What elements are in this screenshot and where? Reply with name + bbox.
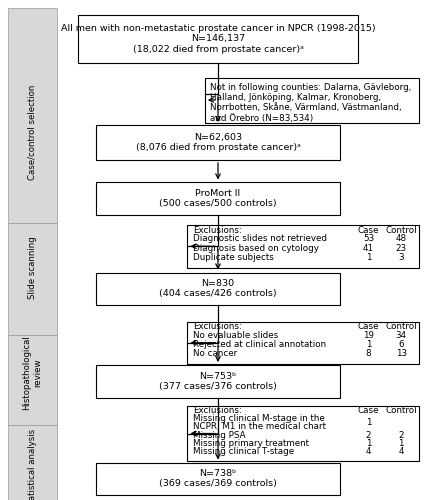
Text: Case: Case <box>358 226 379 234</box>
Text: Exclusions:: Exclusions: <box>193 226 242 234</box>
Text: Control: Control <box>385 322 417 331</box>
Text: Case: Case <box>358 322 379 331</box>
Text: 1: 1 <box>366 418 371 427</box>
Bar <box>205 78 419 122</box>
Text: ProMort II
(500 cases/500 controls): ProMort II (500 cases/500 controls) <box>159 189 277 208</box>
Text: Control: Control <box>385 406 417 415</box>
Bar <box>187 225 419 268</box>
Text: Missing PSA: Missing PSA <box>193 430 245 440</box>
Text: N=753ᵇ
(377 cases/376 controls): N=753ᵇ (377 cases/376 controls) <box>159 372 277 391</box>
Text: Histopathological
review: Histopathological review <box>23 335 42 410</box>
Bar <box>96 462 340 495</box>
Text: 2: 2 <box>366 430 371 440</box>
Text: 41: 41 <box>363 244 374 252</box>
Bar <box>78 15 358 62</box>
Text: 1: 1 <box>366 253 371 262</box>
Bar <box>96 182 340 215</box>
Text: 1: 1 <box>366 340 371 349</box>
Bar <box>96 125 340 160</box>
Bar <box>8 335 57 425</box>
Text: Rejected at clinical annotation: Rejected at clinical annotation <box>193 340 326 349</box>
Text: Duplicate subjects: Duplicate subjects <box>193 253 273 262</box>
Text: 34: 34 <box>395 331 407 340</box>
Bar <box>96 365 340 398</box>
Text: Exclusions:: Exclusions: <box>193 406 242 415</box>
Text: 19: 19 <box>363 331 374 340</box>
Text: Diagnosis based on cytology: Diagnosis based on cytology <box>193 244 319 252</box>
Text: 3: 3 <box>399 253 404 262</box>
Text: Not in following counties: Dalarna, Gävleborg,
Halland, Jönköping, Kalmar, Krono: Not in following counties: Dalarna, Gävl… <box>210 82 412 122</box>
Text: 1: 1 <box>399 439 404 448</box>
Text: 13: 13 <box>395 350 407 358</box>
Text: All men with non-metastatic prostate cancer in NPCR (1998-2015)
N=146,137
(18,02: All men with non-metastatic prostate can… <box>61 24 375 54</box>
Text: 6: 6 <box>399 340 404 349</box>
Text: No evaluable slides: No evaluable slides <box>193 331 278 340</box>
Text: Diagnostic slides not retrieved: Diagnostic slides not retrieved <box>193 234 327 244</box>
Text: Statistical analysis: Statistical analysis <box>28 428 37 500</box>
Text: N=830
(404 cases/426 controls): N=830 (404 cases/426 controls) <box>159 279 277 298</box>
Bar <box>8 222 57 335</box>
Text: No cancer: No cancer <box>193 350 237 358</box>
Text: Case/control selection: Case/control selection <box>28 85 37 180</box>
Bar <box>96 272 340 305</box>
Text: Missing clinical T-stage: Missing clinical T-stage <box>193 448 294 456</box>
Text: Slide scanning: Slide scanning <box>28 236 37 299</box>
Text: NCPR, M1 in the medical chart: NCPR, M1 in the medical chart <box>193 422 326 432</box>
Text: Missing primary treatment: Missing primary treatment <box>193 439 309 448</box>
Text: Control: Control <box>385 226 417 234</box>
Text: 2: 2 <box>399 430 404 440</box>
Bar <box>8 425 57 500</box>
Text: 53: 53 <box>363 234 374 244</box>
Bar <box>187 406 419 461</box>
Text: 23: 23 <box>395 244 407 252</box>
Text: N=738ᵇ
(369 cases/369 controls): N=738ᵇ (369 cases/369 controls) <box>159 469 277 488</box>
Text: Missing clinical M-stage in the: Missing clinical M-stage in the <box>193 414 324 423</box>
Text: 48: 48 <box>395 234 407 244</box>
Text: 1: 1 <box>366 439 371 448</box>
Text: 4: 4 <box>399 448 404 456</box>
Text: N=62,603
(8,076 died from prostate cancer)ᵃ: N=62,603 (8,076 died from prostate cance… <box>136 133 300 152</box>
Bar <box>8 8 57 222</box>
Text: Exclusions:: Exclusions: <box>193 322 242 331</box>
Text: 8: 8 <box>366 350 371 358</box>
Text: Case: Case <box>358 406 379 415</box>
Text: 4: 4 <box>366 448 371 456</box>
Bar <box>187 322 419 364</box>
